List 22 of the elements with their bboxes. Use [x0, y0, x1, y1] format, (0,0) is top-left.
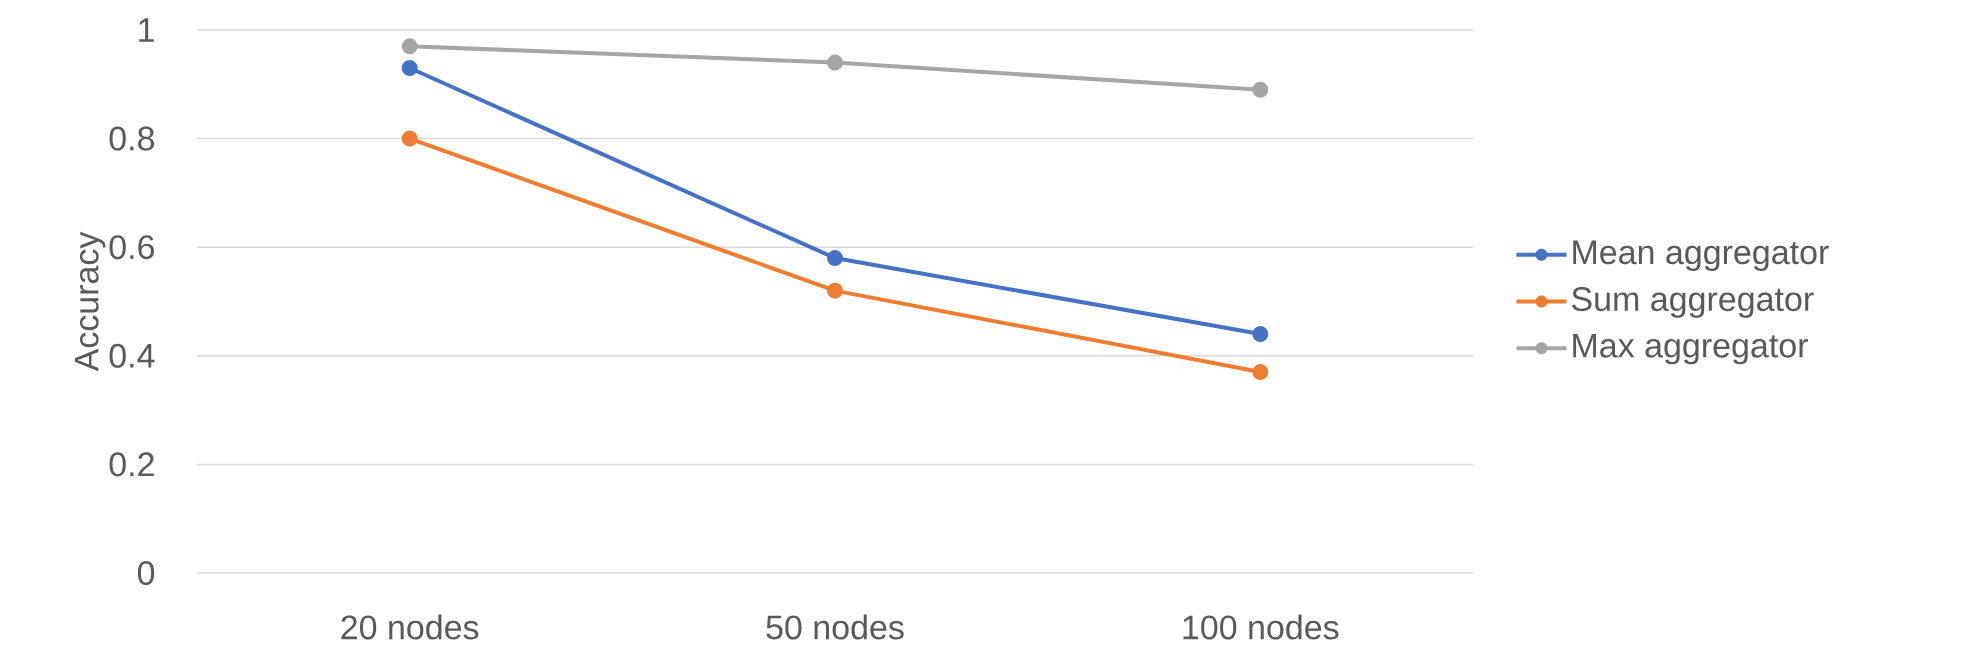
point [1252, 326, 1269, 343]
y-tick-label: 0.8 [109, 126, 155, 151]
point [1252, 81, 1269, 98]
point [827, 250, 843, 267]
y-tick-label: 0 [137, 560, 155, 586]
y-axis-title: Accuracy [74, 231, 106, 372]
point [401, 60, 418, 76]
x-tick-label: 100 nodes [1183, 614, 1339, 640]
y-tick-label: 0.4 [109, 343, 155, 368]
legend-label: Mean aggregator [1573, 240, 1829, 272]
y-tick-label: 0.2 [109, 452, 154, 477]
point [401, 38, 418, 55]
x-tick-label: 50 nodes [766, 614, 904, 640]
point [401, 130, 418, 147]
point [827, 54, 843, 71]
point [1252, 364, 1269, 381]
y-tick-label: 0.6 [109, 235, 154, 260]
y-tick-label: 1 [139, 18, 154, 42]
x-tick-label: 20 nodes [341, 614, 479, 640]
legend-label: Max aggregator [1573, 333, 1808, 365]
legend-label: Sum aggregator [1571, 287, 1814, 318]
point [827, 282, 843, 299]
